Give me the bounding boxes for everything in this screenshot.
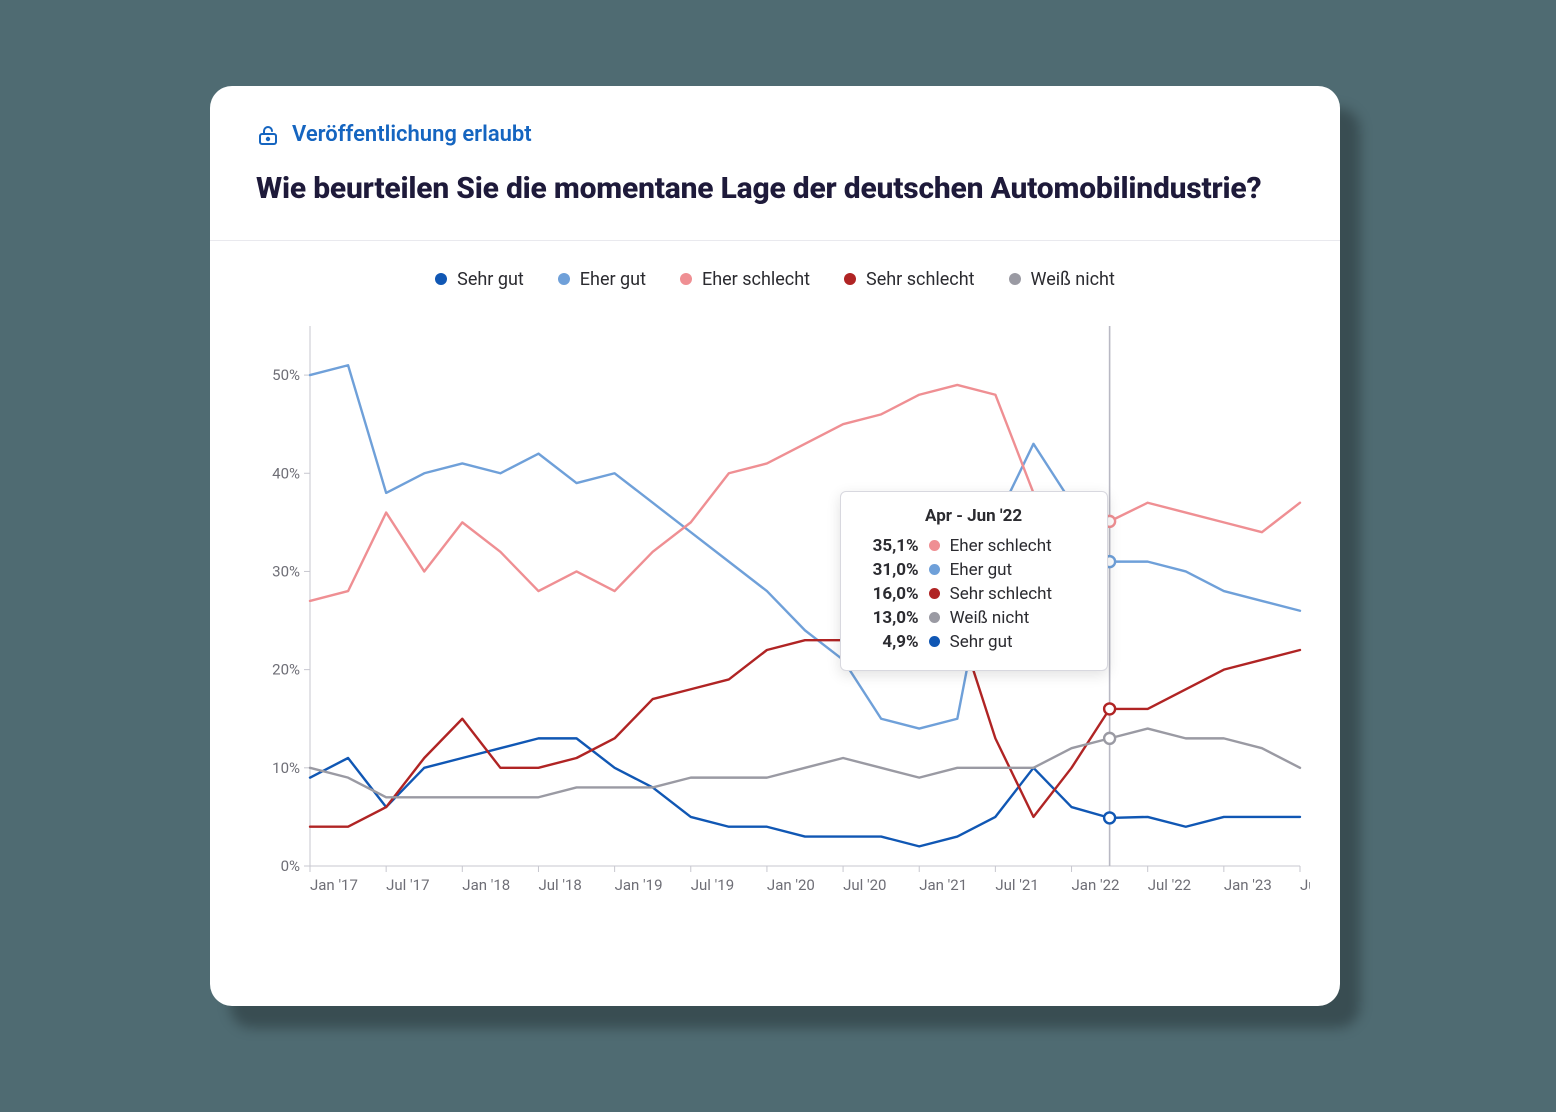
svg-text:Jan '19: Jan '19: [615, 876, 663, 894]
tooltip-label: Eher gut: [950, 560, 1013, 580]
publication-label: Veröffentlichung erlaubt: [292, 122, 532, 147]
svg-text:Jan '23: Jan '23: [1224, 876, 1272, 894]
tooltip-label: Sehr schlecht: [950, 584, 1052, 604]
svg-text:40%: 40%: [272, 464, 300, 482]
svg-text:20%: 20%: [272, 660, 300, 678]
chart-tooltip: Apr - Jun '22 35,1% Eher schlecht 31,0% Ehe…: [840, 491, 1108, 671]
tooltip-row-sehr-schlecht: 16,0% Sehr schlecht: [859, 584, 1089, 604]
tooltip-label: Sehr gut: [950, 632, 1013, 652]
legend-item-eher-schlecht[interactable]: Eher schlecht: [680, 269, 810, 290]
tooltip-dot: [929, 564, 940, 575]
svg-text:Jul '19: Jul '19: [691, 876, 734, 894]
chart-area: 0% 10% 20% 30% 40% 50% Jan '17 Jul '17 Jan '18 Ju…: [240, 306, 1310, 916]
legend-label: Weiß nicht: [1031, 269, 1115, 290]
tooltip-label: Weiß nicht: [950, 608, 1030, 628]
tooltip-dot: [929, 612, 940, 623]
tooltip-value: 16,0%: [859, 584, 919, 604]
chart-legend: Sehr gut Eher gut Eher schlecht Sehr schlec…: [210, 241, 1340, 298]
tooltip-title: Apr - Jun '22: [859, 506, 1089, 526]
tooltip-dot: [929, 636, 940, 647]
svg-text:Jul '21: Jul '21: [995, 876, 1038, 894]
legend-dot: [680, 273, 692, 285]
tooltip-value: 13,0%: [859, 608, 919, 628]
unlock-icon: [256, 123, 280, 147]
legend-item-sehr-gut[interactable]: Sehr gut: [435, 269, 524, 290]
tooltip-row-sehr-gut: 4,9% Sehr gut: [859, 632, 1089, 652]
tooltip-value: 35,1%: [859, 536, 919, 556]
svg-text:Jul '23: Jul '23: [1300, 876, 1310, 894]
legend-dot: [558, 273, 570, 285]
tooltip-dot: [929, 588, 940, 599]
svg-text:Jan '21: Jan '21: [919, 876, 967, 894]
svg-text:50%: 50%: [272, 366, 300, 384]
tooltip-value: 31,0%: [859, 560, 919, 580]
svg-text:Jul '22: Jul '22: [1148, 876, 1191, 894]
tooltip-label: Eher schlecht: [950, 536, 1052, 556]
publication-status[interactable]: Veröffentlichung erlaubt: [256, 122, 1294, 147]
svg-text:Jan '18: Jan '18: [462, 876, 510, 894]
svg-text:Jan '20: Jan '20: [767, 876, 815, 894]
svg-text:0%: 0%: [281, 857, 300, 875]
legend-item-sehr-schlecht[interactable]: Sehr schlecht: [844, 269, 974, 290]
chart-card: Veröffentlichung erlaubt Wie beurteilen …: [210, 86, 1340, 1006]
legend-label: Sehr gut: [457, 269, 524, 290]
svg-text:30%: 30%: [272, 562, 300, 580]
legend-dot: [435, 273, 447, 285]
tooltip-value: 4,9%: [859, 632, 919, 652]
line-chart[interactable]: 0% 10% 20% 30% 40% 50% Jan '17 Jul '17 Jan '18 Ju…: [240, 306, 1310, 916]
tooltip-row-eher-gut: 31,0% Eher gut: [859, 560, 1089, 580]
legend-dot: [1009, 273, 1021, 285]
svg-text:10%: 10%: [272, 758, 300, 776]
svg-text:Jul '20: Jul '20: [843, 876, 886, 894]
tooltip-row-eher-schlecht: 35,1% Eher schlecht: [859, 536, 1089, 556]
legend-label: Eher gut: [580, 269, 646, 290]
tooltip-row-weiss-nicht: 13,0% Weiß nicht: [859, 608, 1089, 628]
legend-label: Sehr schlecht: [866, 269, 974, 290]
tooltip-dot: [929, 540, 940, 551]
svg-text:Jan '22: Jan '22: [1072, 876, 1120, 894]
svg-text:Jan '17: Jan '17: [310, 876, 358, 894]
legend-item-weiss-nicht[interactable]: Weiß nicht: [1009, 269, 1115, 290]
svg-text:Jul '17: Jul '17: [386, 876, 429, 894]
chart-title: Wie beurteilen Sie die momentane Lage de…: [256, 169, 1294, 210]
legend-dot: [844, 273, 856, 285]
legend-label: Eher schlecht: [702, 269, 810, 290]
svg-text:Jul '18: Jul '18: [538, 876, 581, 894]
card-header: Veröffentlichung erlaubt Wie beurteilen …: [210, 86, 1340, 241]
legend-item-eher-gut[interactable]: Eher gut: [558, 269, 646, 290]
